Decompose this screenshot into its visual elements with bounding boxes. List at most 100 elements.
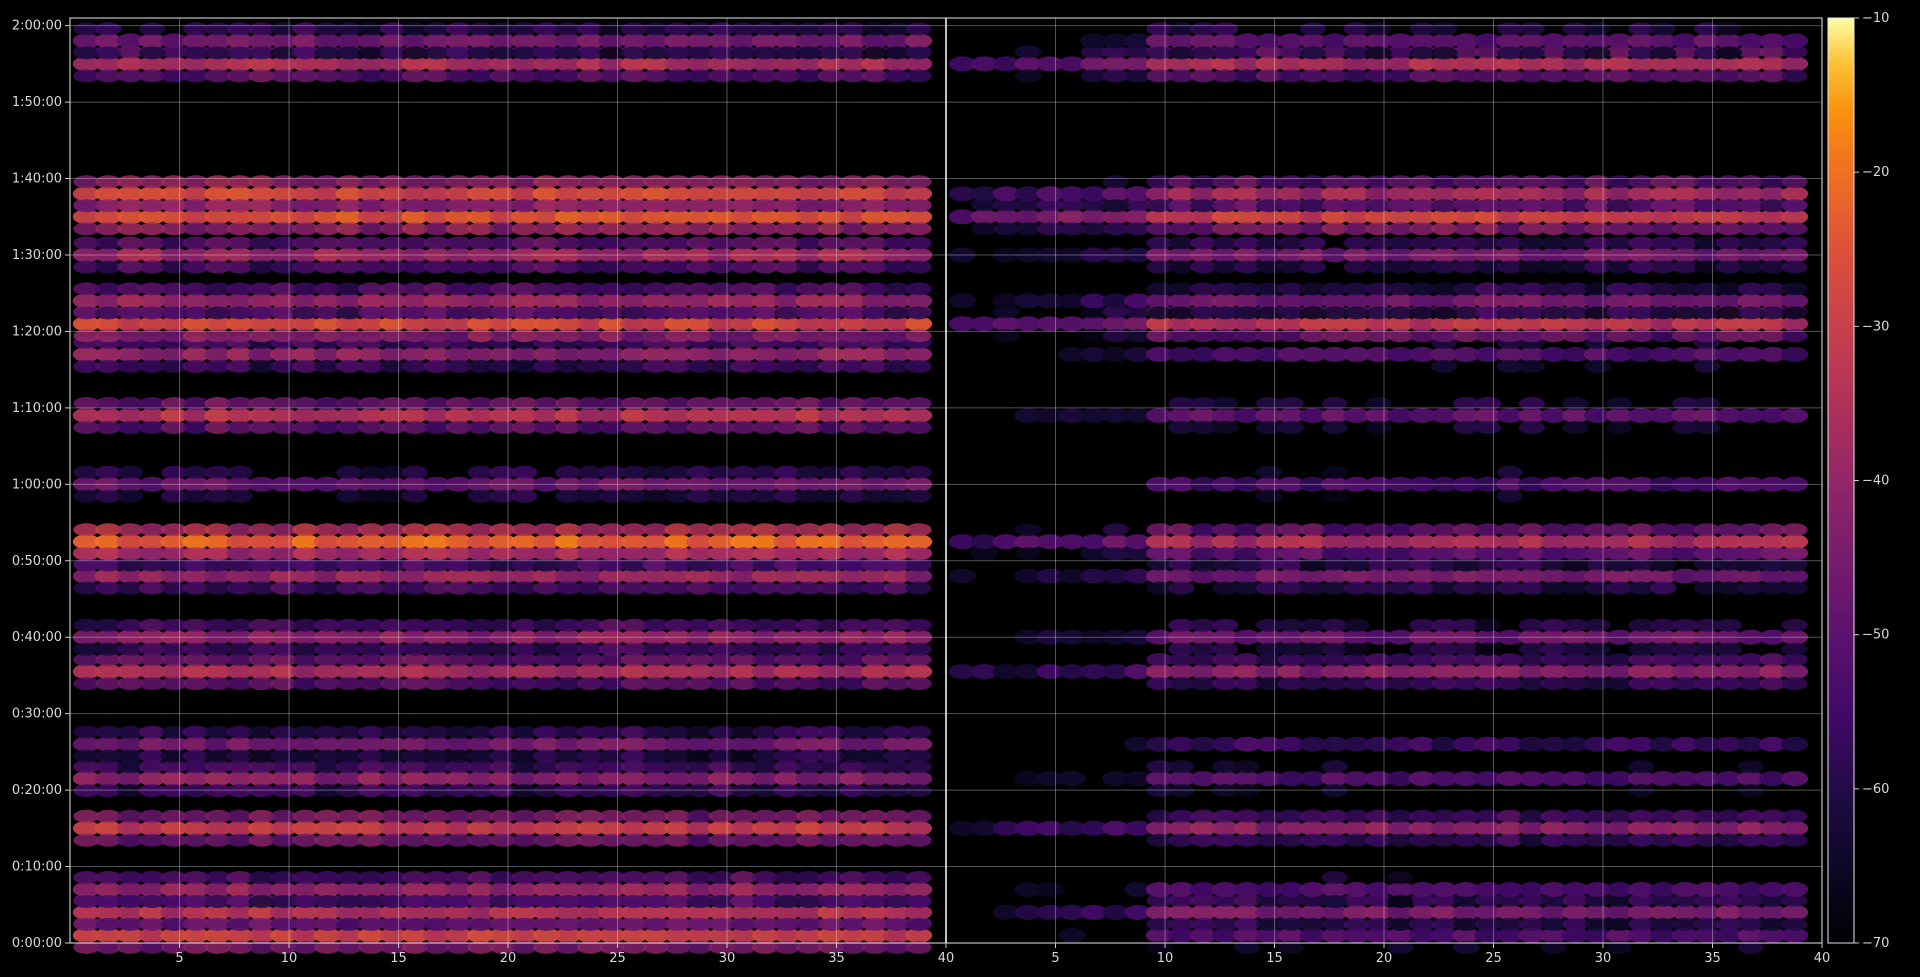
band-cell [1387, 222, 1414, 236]
band-cell [1234, 222, 1261, 236]
band-cell [730, 523, 757, 537]
band-cell [445, 222, 472, 236]
band-cell [139, 46, 166, 60]
band-cell [204, 809, 231, 823]
band-cell [269, 209, 298, 225]
band-cell [511, 547, 538, 561]
band-cell [1409, 833, 1436, 847]
band-cell [489, 677, 516, 691]
band-cell [708, 465, 735, 479]
band-cell [117, 236, 144, 250]
band-cell [1212, 581, 1239, 595]
band-cell [1168, 760, 1195, 774]
colorbar-tick-label: −30 [1862, 319, 1889, 334]
band-cell [730, 397, 757, 410]
band-cell [1540, 568, 1568, 584]
band-cell [1343, 664, 1371, 680]
band-cell [773, 56, 801, 72]
band-cell [1255, 581, 1283, 595]
band-cell [1474, 677, 1502, 691]
band-cell [204, 820, 232, 836]
band-cell [423, 749, 450, 763]
band-cell [511, 489, 538, 503]
band-cell [1080, 545, 1108, 561]
band-cell [1781, 771, 1809, 787]
band-cell [686, 199, 713, 213]
band-cell [204, 568, 232, 584]
band-cell [1650, 677, 1677, 691]
band-cell [270, 749, 297, 763]
band-cell [1386, 904, 1414, 920]
band-cell [1145, 882, 1174, 897]
band-cell [510, 629, 538, 645]
band-cell [773, 534, 801, 550]
band-cell [1299, 247, 1327, 263]
band-cell [1408, 534, 1436, 550]
band-cell [883, 833, 910, 847]
band-cell [1189, 247, 1217, 263]
band-cell [642, 397, 669, 410]
band-cell [511, 465, 538, 479]
band-cell [336, 725, 363, 739]
band-cell [1386, 247, 1414, 263]
band-cell [1606, 653, 1633, 667]
band-cell [1627, 408, 1655, 423]
band-cell [138, 820, 166, 836]
band-cell [1562, 736, 1590, 752]
band-cell [292, 653, 319, 667]
band-cell [817, 927, 845, 943]
band-cell [1562, 882, 1590, 897]
band-cell [686, 940, 713, 954]
band-cell [729, 927, 758, 943]
band-cell [1584, 222, 1611, 236]
band-cell [94, 209, 122, 225]
band-cell [774, 397, 801, 410]
band-cell [117, 489, 144, 503]
band-cell [1628, 833, 1655, 847]
band-cell [905, 46, 932, 60]
band-right-6 [948, 653, 1809, 691]
band-cell [204, 917, 231, 931]
band-cell [664, 236, 691, 250]
band-cell [489, 69, 516, 83]
band-cell [226, 465, 253, 479]
band-cell [1518, 581, 1545, 595]
band-cell [1036, 186, 1064, 202]
band-cell [686, 397, 713, 410]
band-cell [1080, 664, 1108, 680]
band-cell [248, 46, 275, 60]
band-cell [269, 771, 298, 787]
band-cell [1102, 629, 1130, 645]
band-cell [1693, 306, 1721, 320]
band-cell [182, 784, 209, 798]
band-cell [72, 771, 100, 787]
band-cell [1430, 534, 1458, 550]
x-tick-label: 35 [1704, 951, 1721, 966]
band-cell [510, 293, 538, 309]
band-cell [686, 33, 714, 49]
band-cell [1518, 557, 1545, 571]
band-cell [993, 305, 1020, 319]
band-cell [686, 489, 713, 503]
band-cell [533, 69, 560, 83]
y-tick-label: 2:00:00 [12, 19, 62, 34]
band-cell [1299, 771, 1327, 787]
band-cell [1190, 282, 1217, 296]
band-cell [1759, 476, 1787, 492]
band-cell [598, 927, 626, 943]
band-cell [1452, 927, 1480, 943]
band-cell [204, 56, 232, 72]
band-cell [774, 260, 801, 274]
band-cell [401, 927, 429, 943]
band-cell [598, 940, 626, 954]
band-cell [379, 222, 407, 236]
band-cell [292, 895, 319, 908]
band-cell [751, 882, 779, 897]
band-cell [1452, 664, 1480, 680]
band-cell [796, 895, 823, 908]
band-cell [291, 293, 319, 309]
band-cell [620, 927, 648, 943]
band-cell [577, 871, 604, 884]
band-cell [1299, 927, 1327, 943]
band-cell [467, 871, 494, 884]
